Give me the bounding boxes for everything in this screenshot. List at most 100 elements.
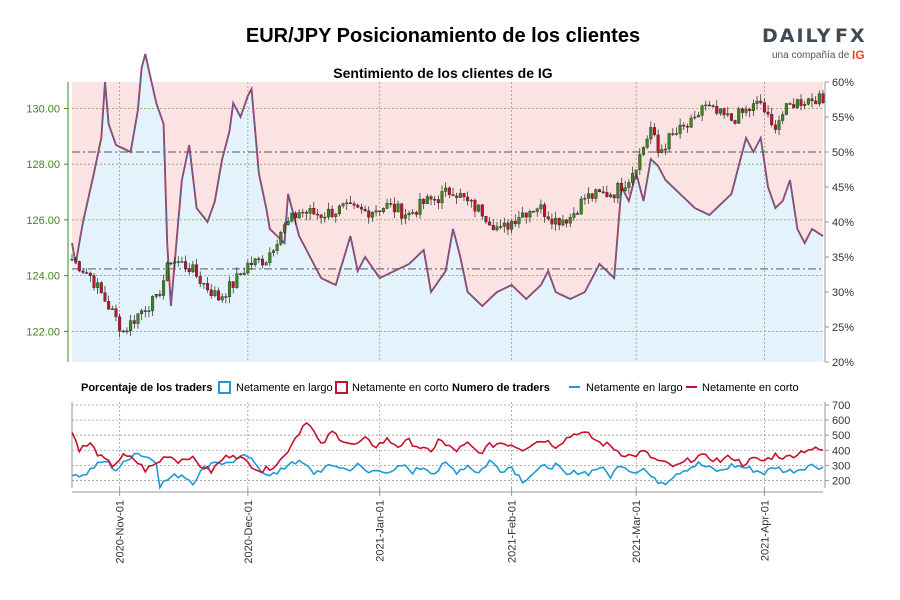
candle-body bbox=[213, 290, 217, 296]
candle-body bbox=[491, 224, 495, 231]
legend: Porcentaje de los traders Netamente en l… bbox=[81, 381, 799, 394]
candle-body bbox=[770, 114, 774, 126]
candle-body bbox=[403, 214, 407, 219]
candle-body bbox=[337, 205, 341, 215]
candle-body bbox=[125, 330, 129, 333]
candle-body bbox=[154, 293, 158, 297]
chart-subtitle: Sentimiento de los clientes de IG bbox=[333, 65, 552, 81]
candle-body bbox=[704, 104, 708, 107]
candle-body bbox=[696, 115, 700, 118]
candle-body bbox=[121, 330, 125, 333]
candle-body bbox=[110, 308, 114, 310]
candle-body bbox=[462, 193, 466, 198]
traders-long-line bbox=[71, 452, 824, 491]
candle-body bbox=[173, 261, 177, 264]
candle-body bbox=[440, 191, 444, 204]
candle-body bbox=[180, 261, 184, 263]
legend-pct-long: Netamente en largo bbox=[236, 382, 333, 394]
candle-body bbox=[107, 301, 111, 310]
candle-body bbox=[488, 221, 492, 226]
candle-body bbox=[169, 262, 173, 265]
candle-body bbox=[118, 316, 122, 332]
candle-body bbox=[535, 208, 539, 212]
candle-body bbox=[762, 102, 766, 113]
candle-body bbox=[282, 224, 286, 233]
candle-body bbox=[792, 104, 796, 108]
candle-body bbox=[594, 189, 598, 199]
candle-body bbox=[821, 93, 825, 103]
candle-body bbox=[396, 203, 400, 213]
candle-body bbox=[740, 108, 744, 113]
price-tick-label: 124.00 bbox=[26, 271, 60, 283]
legend-pct-long-swatch bbox=[218, 381, 231, 394]
candle-body bbox=[129, 320, 133, 332]
candle-body bbox=[319, 214, 323, 218]
candle-body bbox=[326, 208, 330, 218]
legend-num-long: Netamente en largo bbox=[586, 382, 683, 394]
candle-body bbox=[733, 120, 737, 124]
candle-body bbox=[202, 283, 206, 285]
candle-body bbox=[729, 113, 733, 121]
candle-body bbox=[286, 221, 290, 225]
candle-body bbox=[795, 99, 799, 108]
candle-body bbox=[590, 193, 594, 199]
candle-body bbox=[502, 222, 506, 227]
traders-short-line bbox=[71, 421, 824, 475]
price-panel: 122.00 124.00 126.00 128.00 130.00 20% 25% 30% 3… bbox=[26, 53, 854, 369]
candle-body bbox=[674, 133, 678, 135]
candle-body bbox=[678, 124, 682, 134]
candle-body bbox=[524, 212, 528, 218]
candle-body bbox=[726, 113, 730, 116]
pct-tick-label: 35% bbox=[832, 252, 854, 264]
candle-body bbox=[685, 125, 689, 128]
candle-body bbox=[645, 138, 649, 148]
candle-body bbox=[136, 313, 140, 324]
candle-body bbox=[345, 202, 349, 204]
candle-body bbox=[400, 203, 404, 219]
candle-body bbox=[348, 202, 352, 204]
candle-body bbox=[737, 108, 741, 124]
candle-body bbox=[693, 116, 697, 119]
candle-body bbox=[766, 111, 770, 115]
candle-body bbox=[579, 198, 583, 215]
candle-body bbox=[132, 320, 136, 324]
candle-body bbox=[253, 258, 257, 265]
candle-body bbox=[165, 262, 169, 281]
pct-tick-label: 50% bbox=[832, 147, 854, 159]
candle-body bbox=[436, 199, 440, 204]
candle-body bbox=[612, 194, 616, 199]
candle-body bbox=[480, 204, 484, 217]
candle-body bbox=[744, 108, 748, 113]
candle-body bbox=[151, 296, 155, 311]
candle-body bbox=[722, 108, 726, 116]
candle-body bbox=[565, 219, 569, 224]
candle-body bbox=[510, 220, 514, 230]
candle-body bbox=[70, 258, 74, 261]
candle-body bbox=[433, 198, 437, 201]
candle-body bbox=[477, 204, 481, 212]
candle-body bbox=[711, 105, 715, 108]
candle-body bbox=[77, 261, 81, 272]
pct-long-line bbox=[71, 53, 824, 307]
candle-body bbox=[359, 206, 363, 210]
candle-body bbox=[114, 308, 118, 317]
candle-body bbox=[814, 100, 818, 105]
candle-body bbox=[528, 211, 532, 218]
price-tick-label: 126.00 bbox=[26, 215, 60, 227]
date-tick-label: 2021-Mar-01 bbox=[631, 500, 643, 563]
price-tick-label: 122.00 bbox=[26, 326, 60, 338]
candle-body bbox=[162, 280, 166, 296]
candle-body bbox=[301, 211, 305, 214]
candle-body bbox=[275, 244, 279, 251]
candle-body bbox=[96, 282, 100, 288]
candle-body bbox=[806, 98, 810, 105]
candle-body bbox=[389, 203, 393, 205]
long-area bbox=[72, 54, 823, 362]
candle-body bbox=[605, 192, 609, 197]
traders-tick-label: 700 bbox=[832, 400, 850, 412]
candle-body bbox=[557, 217, 561, 226]
candle-body bbox=[367, 210, 371, 218]
candle-body bbox=[143, 310, 147, 312]
traders-tick-label: 200 bbox=[832, 475, 850, 487]
candle-body bbox=[88, 272, 92, 276]
